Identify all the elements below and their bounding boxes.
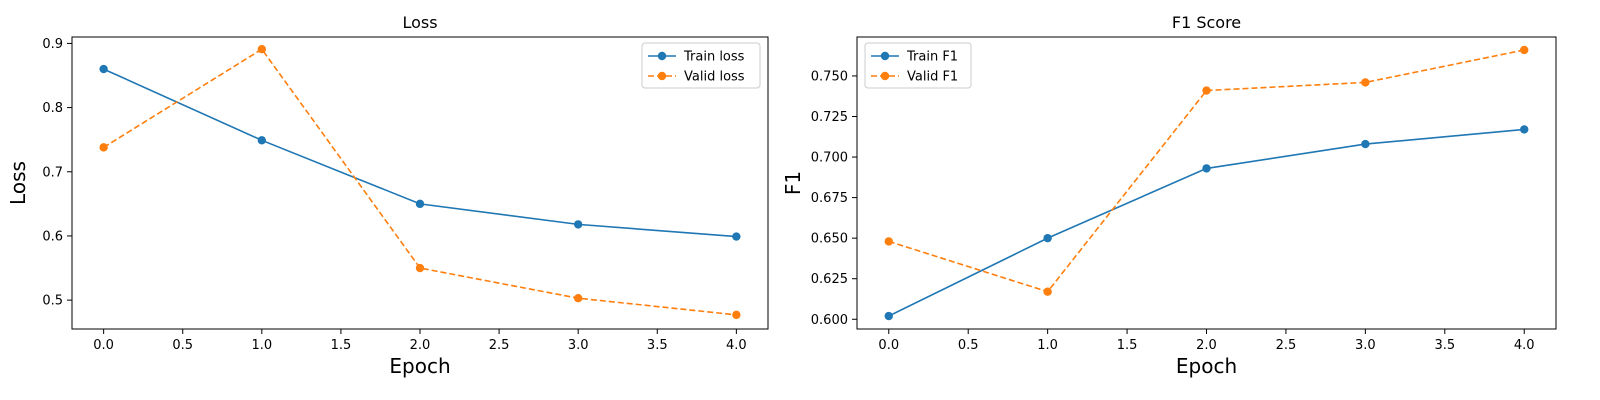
y-tick-label: 0.600 — [811, 313, 848, 328]
x-tick-label: 1.0 — [1037, 338, 1058, 353]
legend-label: Train loss — [683, 50, 745, 65]
loss-chart-panel: 0.0 0.5 1.0 1.5 2.0 2.5 3.0 3.5 4.0 0.5 0.6 0.7 0.8 0… — [6, 13, 769, 378]
x-tick-label: 2.0 — [1196, 338, 1217, 353]
y-tick-label: 0.625 — [811, 272, 848, 287]
x-tick-label: 1.5 — [1117, 338, 1138, 353]
series-line-valid — [103, 48, 737, 316]
y-tick-label: 0.750 — [811, 69, 848, 84]
data-point — [257, 44, 267, 54]
y-axis-label: F1 — [781, 171, 805, 195]
data-point — [1043, 287, 1052, 296]
x-tick-label: 3.0 — [568, 338, 589, 353]
data-point — [1361, 139, 1370, 149]
x-axis-label: Epoch — [1176, 354, 1237, 378]
data-point — [257, 136, 267, 145]
y-tick-label: 0.675 — [811, 191, 848, 206]
series-line-train — [103, 68, 737, 238]
chart-title: F1 Score — [1172, 13, 1241, 32]
x-tick-label: 3.0 — [1355, 338, 1376, 353]
data-point — [1520, 45, 1529, 55]
legend-marker — [880, 51, 890, 61]
x-tick-label: 1.0 — [251, 338, 272, 353]
y-tick-label: 0.8 — [42, 101, 63, 116]
y-tick-label: 0.725 — [811, 110, 848, 125]
series-line-valid — [888, 49, 1525, 293]
data-point — [884, 237, 893, 246]
x-tick-label: 4.0 — [726, 338, 747, 353]
y-axis-label: Loss — [6, 161, 30, 205]
legend-label: Valid F1 — [907, 70, 958, 85]
y-tick-label: 0.700 — [811, 151, 848, 166]
data-point — [1520, 125, 1529, 134]
series-line-train — [888, 128, 1525, 317]
x-tick-label: 4.0 — [1514, 338, 1535, 353]
x-tick-label: 0.5 — [958, 338, 979, 353]
chart-title: Loss — [402, 13, 437, 32]
x-tick-label: 2.0 — [410, 338, 431, 353]
x-tick-label: 0.0 — [878, 338, 899, 353]
x-axis-label: Epoch — [389, 354, 450, 378]
data-point — [573, 293, 583, 303]
x-tick-label: 0.5 — [172, 338, 193, 353]
x-tick-label: 1.5 — [331, 338, 352, 353]
data-point — [884, 311, 893, 321]
y-tick-label: 0.5 — [42, 294, 63, 309]
data-point — [732, 232, 741, 241]
data-point — [573, 220, 583, 229]
f1-chart-panel: 0.0 0.5 1.0 1.5 2.0 2.5 3.0 3.5 4.0 0.600 0.625 0.6… — [781, 13, 1557, 378]
x-tick-label: 2.5 — [489, 338, 510, 353]
legend-marker — [880, 71, 890, 81]
y-tick-label: 0.7 — [42, 165, 63, 180]
x-tick-label: 0.0 — [93, 338, 114, 353]
x-tick-label: 3.5 — [647, 338, 668, 353]
x-tick-label: 3.5 — [1434, 338, 1455, 353]
data-point — [99, 143, 108, 152]
data-point — [732, 310, 741, 320]
legend-label: Valid loss — [684, 70, 745, 85]
legend-label: Train F1 — [906, 50, 958, 65]
data-point — [1202, 86, 1211, 95]
data-point — [1202, 164, 1211, 173]
legend-marker — [657, 51, 667, 61]
y-tick-label: 0.650 — [811, 232, 848, 247]
data-point — [99, 64, 108, 74]
y-tick-label: 0.6 — [42, 229, 63, 244]
x-tick-label: 2.5 — [1276, 338, 1297, 353]
data-point — [415, 263, 425, 273]
data-point — [1043, 233, 1052, 243]
data-point — [415, 199, 425, 209]
data-point — [1361, 78, 1370, 87]
y-tick-label: 0.9 — [42, 37, 63, 52]
legend-marker — [657, 71, 667, 81]
